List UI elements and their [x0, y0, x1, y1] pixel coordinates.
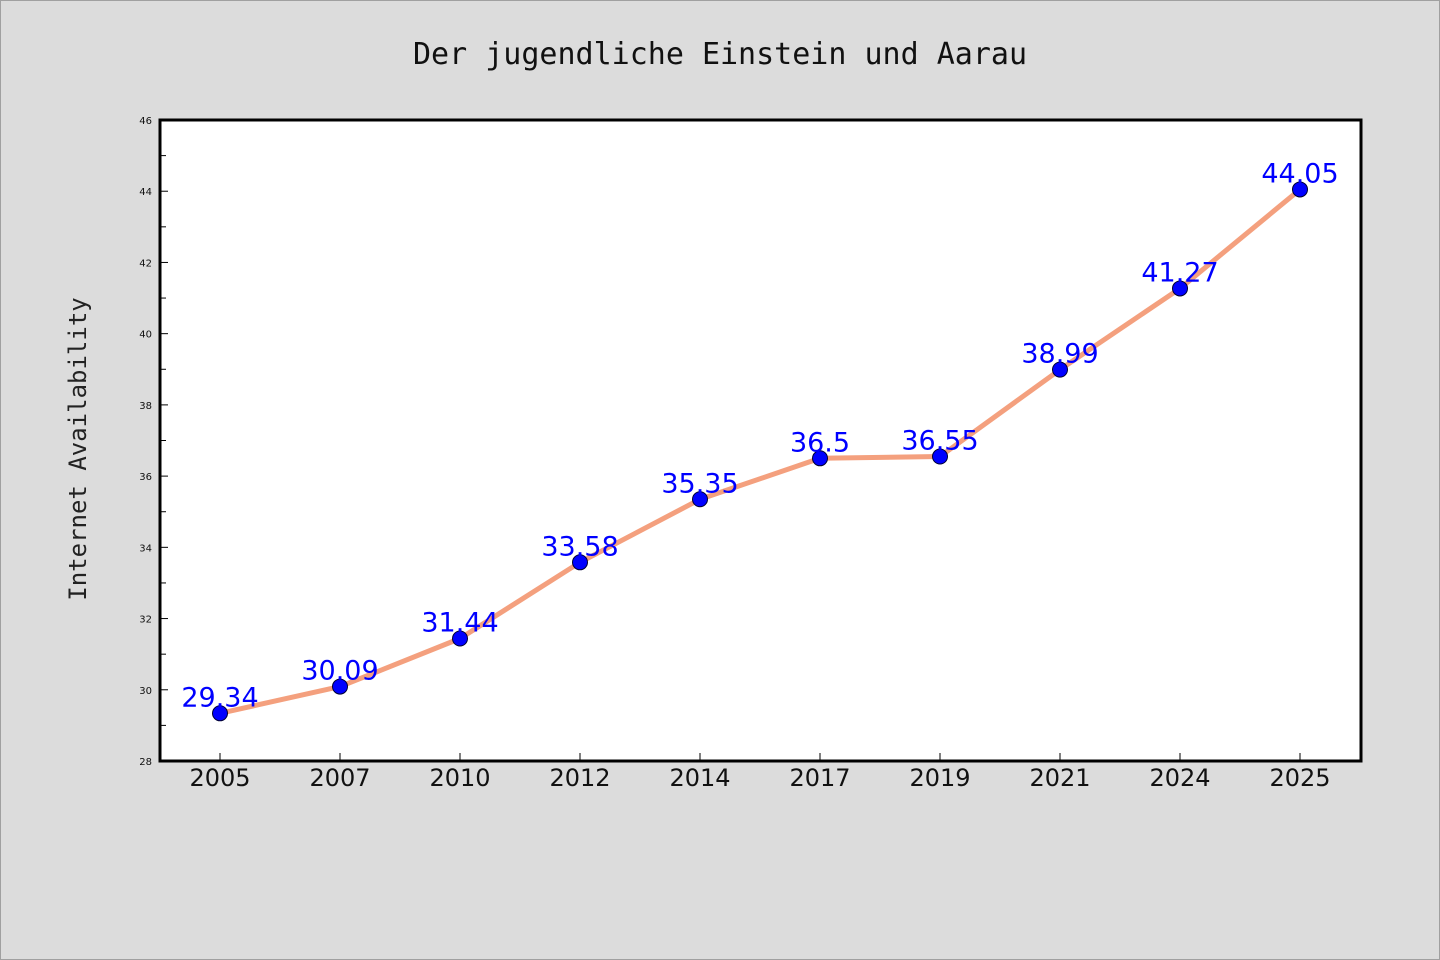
y-tick-label: 42	[139, 258, 152, 269]
x-tick-label: 2017	[789, 764, 850, 792]
data-label: 36.5	[790, 427, 850, 458]
x-axis: 2005 2007 2010 2012 2014 2017 2019 2021 2024 2025	[189, 753, 1331, 792]
data-point	[1292, 181, 1308, 198]
data-label: 44.05	[1261, 158, 1338, 189]
x-tick-label: 2005	[189, 764, 250, 792]
y-tick-label: 38	[139, 401, 152, 412]
data-label: 41.27	[1141, 257, 1218, 288]
data-point	[332, 678, 348, 695]
data-label: 29.34	[181, 682, 258, 713]
data-point	[812, 450, 828, 467]
x-tick-label: 2007	[309, 764, 370, 792]
series-line	[219, 187, 1302, 716]
x-tick-label: 2012	[549, 764, 610, 792]
data-markers	[212, 181, 1308, 722]
data-label: 31.44	[421, 607, 498, 638]
data-label: 38.99	[1021, 339, 1098, 370]
data-label: 35.35	[661, 468, 738, 499]
y-tick-label: 28	[139, 757, 152, 768]
data-point	[212, 705, 228, 722]
x-tick-label: 2021	[1029, 764, 1090, 792]
x-tick-label: 2010	[429, 764, 490, 792]
data-labels: 29.34 30.09 31.44 33.58 35.35 36.5 36.55 38.99 4…	[181, 158, 1338, 713]
y-tick-label: 44	[139, 187, 152, 198]
data-point	[572, 554, 588, 571]
x-tick-label: 2025	[1269, 764, 1330, 792]
y-tick-label: 30	[139, 686, 152, 697]
chart-title: Der jugendliche Einstein und Aarau	[413, 37, 1027, 72]
data-label: 33.58	[541, 531, 618, 562]
y-axis-label: Internet Availability	[64, 297, 92, 600]
data-point	[1172, 280, 1188, 297]
data-point	[1052, 361, 1068, 378]
y-tick-label: 32	[139, 615, 152, 626]
plot-area	[158, 118, 1363, 763]
y-axis: 28 30 32 34 36 38 40 42 44 46	[139, 116, 168, 768]
x-tick-label: 2014	[669, 764, 730, 792]
data-label: 36.55	[901, 426, 978, 457]
x-tick-label: 2024	[1149, 764, 1210, 792]
y-tick-label: 36	[139, 472, 152, 483]
y-tick-label: 46	[139, 116, 152, 127]
x-tick-label: 2019	[909, 764, 970, 792]
y-tick-label: 34	[139, 543, 152, 554]
y-tick-label: 40	[139, 330, 152, 341]
data-label: 30.09	[301, 656, 378, 687]
data-point	[932, 448, 948, 465]
data-point	[452, 630, 468, 647]
data-point	[692, 491, 708, 508]
